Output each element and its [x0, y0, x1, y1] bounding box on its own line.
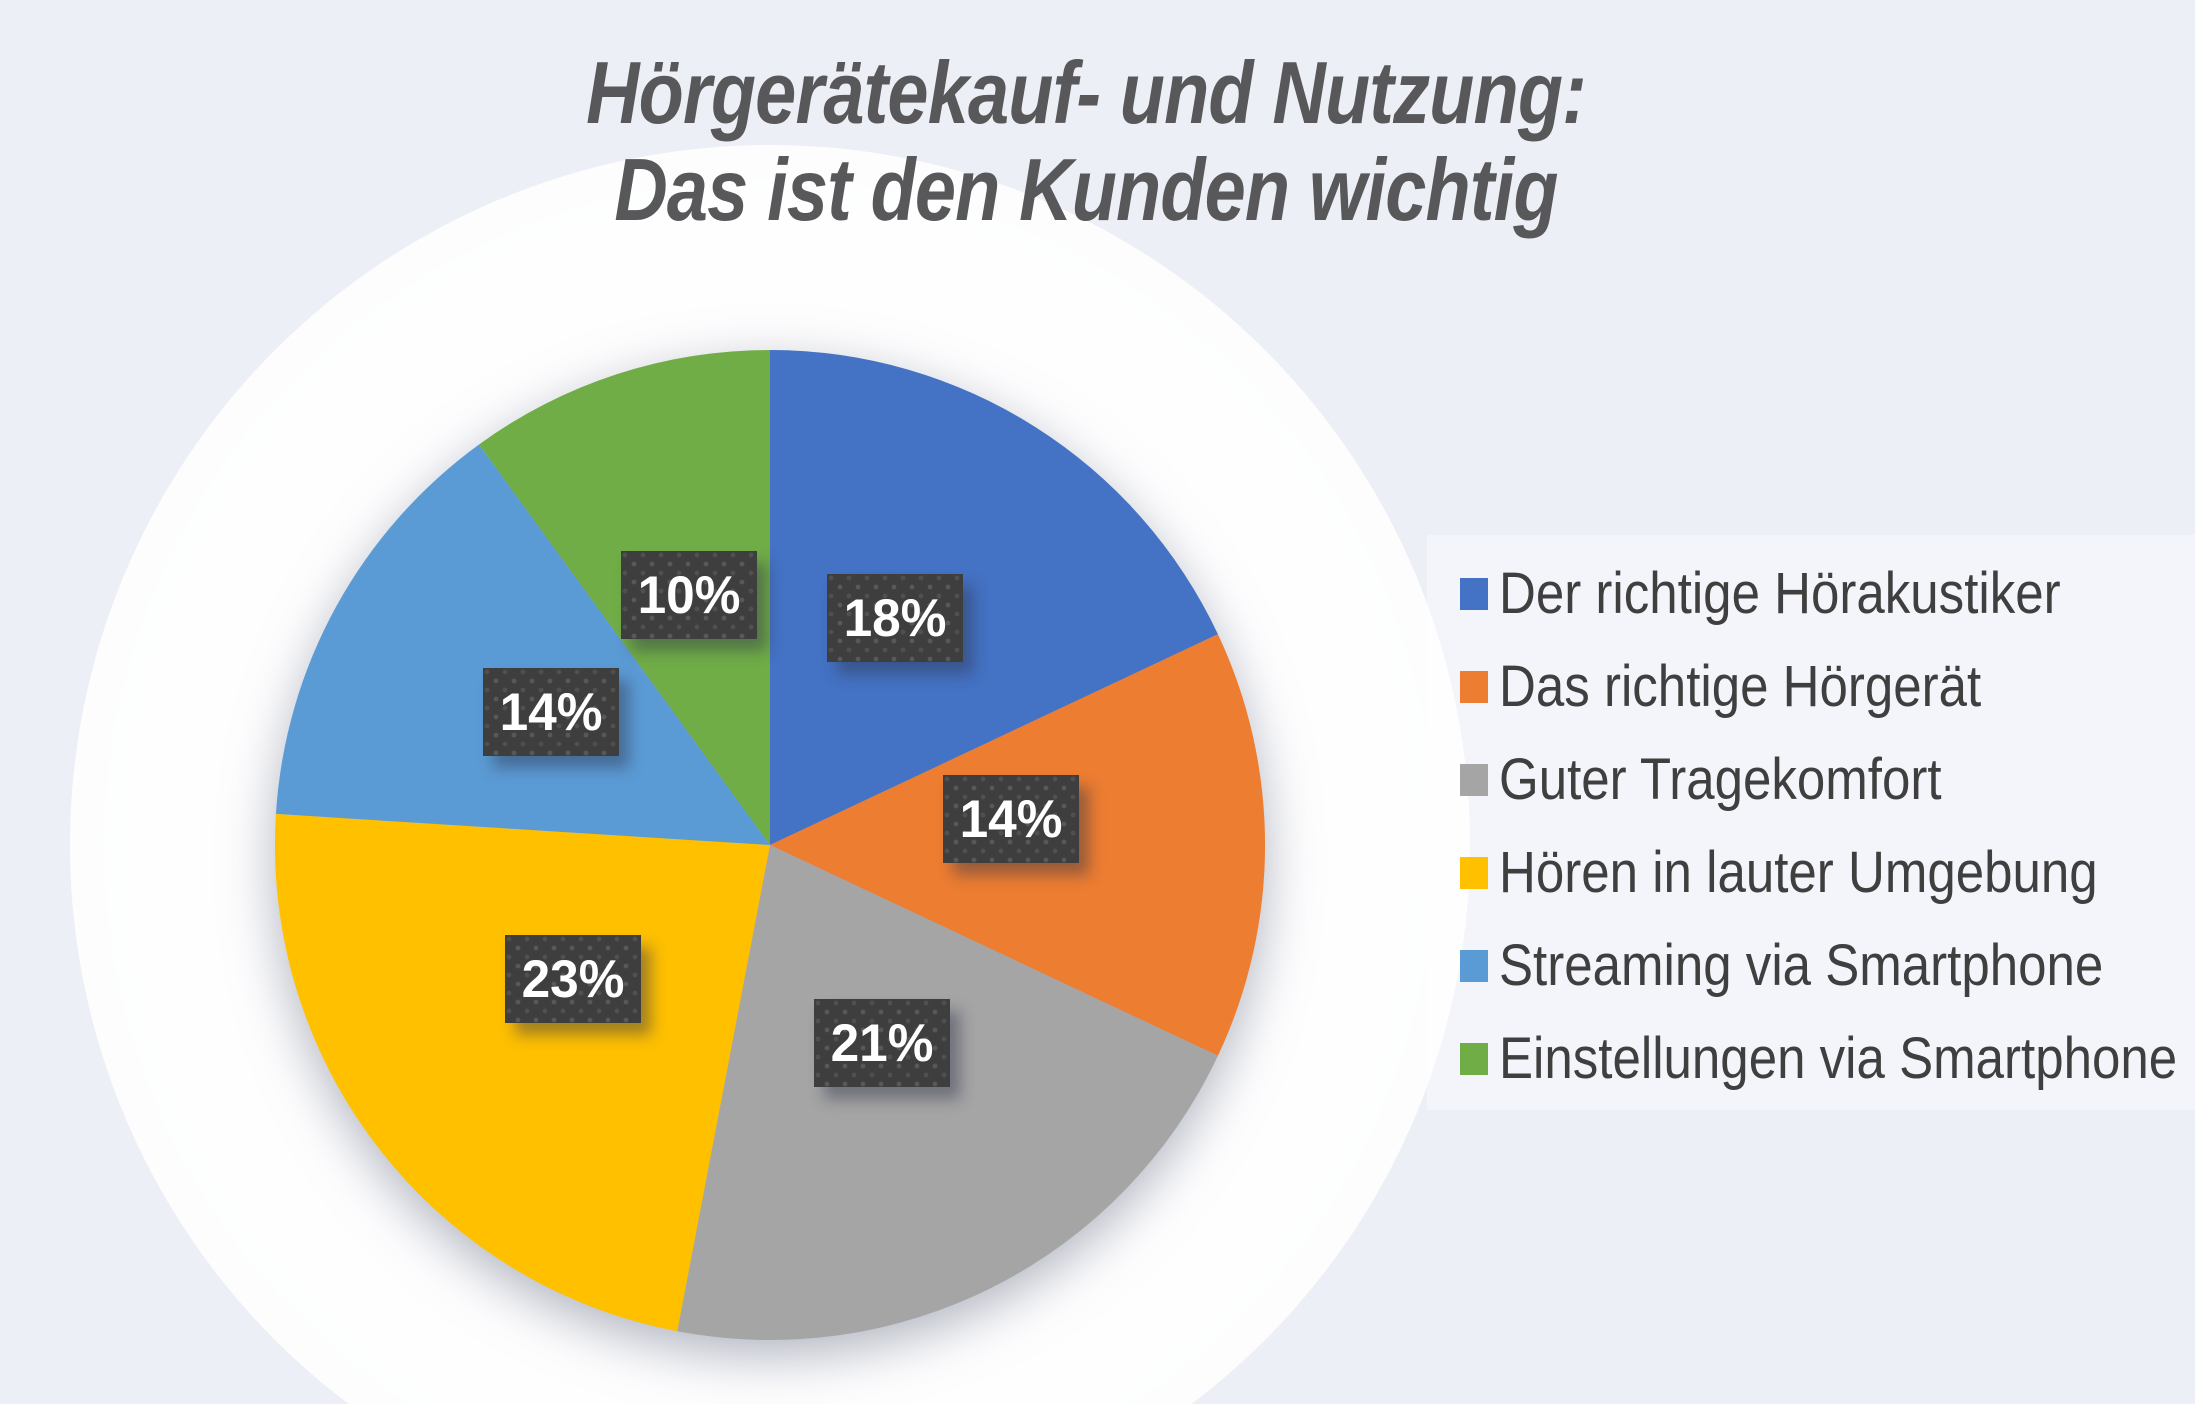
legend-item: Streaming via Smartphone [1460, 919, 2180, 1012]
legend-label: Das richtige Hörgerät [1499, 654, 1982, 719]
legend-swatch-lightblue [1460, 949, 1488, 982]
pie-svg [274, 349, 1266, 1341]
legend-item: Das richtige Hörgerät [1460, 640, 2180, 733]
legend-label: Einstellungen via Smartphone [1499, 1026, 2178, 1091]
chart-title-line2: Das ist den Kunden wichtig [614, 140, 1558, 239]
pie-slice-0 [770, 349, 1218, 845]
legend-item: Hören in lauter Umgebung [1460, 826, 2180, 919]
legend-label: Streaming via Smartphone [1499, 933, 2104, 998]
legend-swatch-gray [1460, 763, 1488, 796]
legend: Der richtige Hörakustiker Das richtige H… [1460, 547, 2180, 1105]
data-label-value: 21% [830, 1013, 934, 1073]
pie-slice-2 [677, 845, 1218, 1341]
legend-panel [1427, 535, 2195, 1110]
data-label-value: 14% [499, 682, 603, 742]
pie-chart [270, 345, 1270, 1345]
legend-swatch-green [1460, 1042, 1488, 1075]
data-label-einstellungen-via-smartphone: 10% [621, 551, 757, 639]
data-label-der-richtige-hoerakustiker: 18% [827, 574, 963, 662]
data-label-value: 10% [637, 565, 741, 625]
data-label-value: 23% [521, 949, 625, 1009]
data-label-value: 14% [959, 789, 1063, 849]
chart-title-line1: Hörgerätekauf- und Nutzung: [586, 43, 1587, 142]
legend-label: Guter Tragekomfort [1499, 747, 1942, 812]
data-label-streaming-via-smartphone: 14% [483, 668, 619, 756]
legend-swatch-yellow [1460, 856, 1488, 889]
legend-item: Einstellungen via Smartphone [1460, 1012, 2180, 1105]
legend-swatch-blue [1460, 577, 1488, 610]
pie-slice-4 [275, 444, 770, 845]
legend-swatch-orange [1460, 670, 1488, 703]
legend-label: Hören in lauter Umgebung [1499, 840, 2098, 905]
pie-slice-3 [274, 813, 770, 1332]
legend-item: Guter Tragekomfort [1460, 733, 2180, 826]
legend-item: Der richtige Hörakustiker [1460, 547, 2180, 640]
data-label-value: 18% [843, 588, 947, 648]
chart-title: Hörgerätekauf- und Nutzung: Das ist den … [246, 44, 1926, 238]
data-label-guter-tragekomfort: 21% [814, 999, 950, 1087]
data-label-hoeren-in-lauter-umgebung: 23% [505, 935, 641, 1023]
data-label-das-richtige-hoergeraet: 14% [943, 775, 1079, 863]
legend-label: Der richtige Hörakustiker [1499, 561, 2061, 626]
